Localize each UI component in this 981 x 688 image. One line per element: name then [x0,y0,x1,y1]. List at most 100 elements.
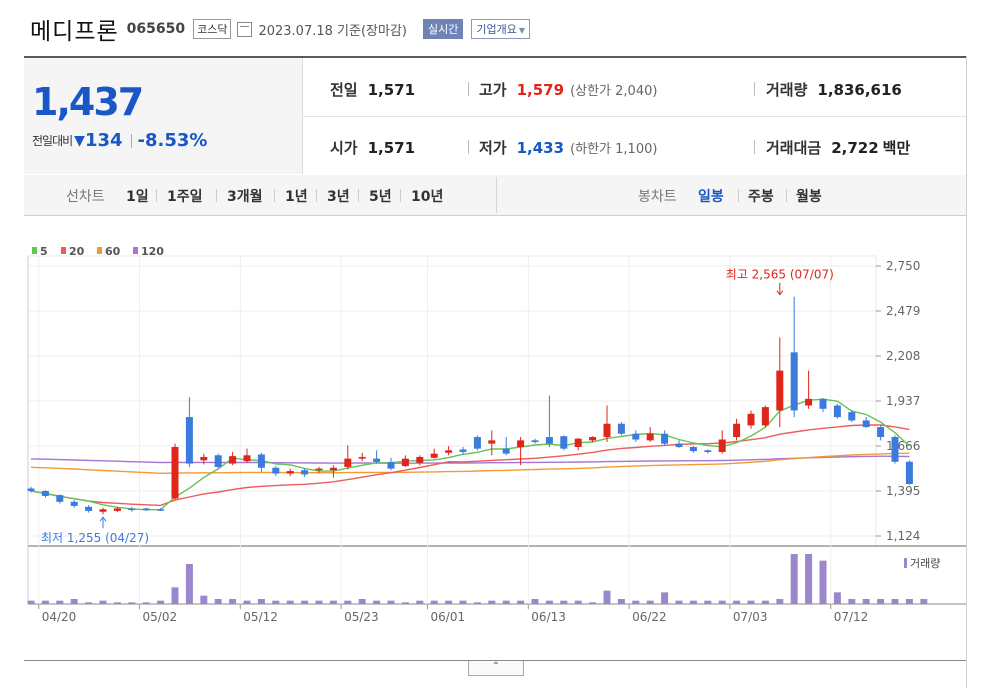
volume-bar [488,600,496,604]
candle-body [27,488,35,491]
volume-bar [603,590,611,604]
volume-bar [113,602,121,604]
candle-body [373,458,381,462]
x-tick-label: 04/20 [42,610,77,624]
ma5-line [30,398,910,511]
change-row: 전일대비 ▼ 134 -8.53% [32,130,207,151]
volume-bar [704,600,712,604]
volume-bar [142,602,150,604]
candle-body [445,450,453,453]
volume-bar [344,600,352,604]
candle-body [531,440,539,443]
candle-body [617,423,625,434]
candle-body [257,454,265,468]
volume-bar [315,600,323,604]
candle-body [358,456,366,459]
volume-bar [920,599,928,604]
tab-monthly[interactable]: 월봉 [796,189,822,205]
low-annotation: 최저 1,255 (04/27) [41,531,149,545]
candle-body [747,413,755,426]
legend-label: 20 [69,245,85,258]
candle-body [891,437,899,462]
candle-body [603,423,611,438]
high-value: 1,579 [516,81,565,99]
candle-body [401,458,409,467]
high-cell: 고가 1,579 (상한가 2,040) [479,79,657,100]
open-value: 1,571 [367,139,416,157]
candle-body [56,495,64,502]
tab-weekly[interactable]: 주봉 [748,189,774,205]
tab-1day[interactable]: 1일 [126,189,149,205]
candle-body [790,352,798,411]
lower-limit: (하한가 1,100) [570,142,658,157]
volume-bar [790,554,798,604]
volume-bar [157,600,165,604]
divider [468,82,469,96]
volume-bar [632,600,640,604]
tab-10year[interactable]: 10년 [411,189,444,205]
volume-bar [675,600,683,604]
candle-body [99,509,107,512]
volume-bar [718,600,726,604]
tab-daily[interactable]: 일봉 [698,189,724,205]
market-badge: 코스닥 [193,19,232,39]
upper-limit: (상한가 2,040) [570,84,658,99]
prev-close-value: 1,571 [367,81,416,99]
volume-cell: 거래량 1,836,616 [766,79,902,100]
volume-bar [531,599,539,604]
volume-legend-swatch [904,558,907,568]
tab-1year[interactable]: 1년 [285,189,308,205]
volume-bar [286,600,294,604]
volume-bar [747,600,755,604]
prev-close-label: 전일 [330,81,358,99]
tab-5year[interactable]: 5년 [369,189,392,205]
volume-bar [128,602,136,604]
realtime-button[interactable]: 실시간 [422,19,464,39]
amount-cell: 거래대금 2,722 백만 [766,137,910,158]
candle-body [517,440,525,447]
company-overview-label: 기업개요 [476,23,517,36]
x-tick-label: 05/02 [143,610,178,624]
legend-swatch [61,247,66,254]
candle-body [819,398,827,409]
volume-bar [761,600,769,604]
volume-bar [387,600,395,604]
candle-body [416,456,424,463]
candle-body [272,467,280,474]
volume-bar [171,587,179,604]
x-tick-label: 06/13 [531,610,566,624]
candle-body [387,461,395,469]
open-cell: 시가 1,571 [330,137,415,158]
volume-bar [416,600,424,604]
volume-bar [329,600,337,604]
candle-body [805,398,813,406]
candle-body [329,467,337,471]
chevron-up-icon: ⌃ [491,661,501,672]
tab-1week[interactable]: 1주일 [167,189,203,205]
change-value: 134 [84,130,123,151]
volume-bar [56,600,64,604]
volume-bar [445,600,453,604]
quote-panel: 1,437 전일대비 ▼ 134 -8.53% 전일 1,571 고가 1,57… [24,56,966,177]
volume-bar [733,600,741,604]
collapse-toggle[interactable]: ⌃ [468,661,524,676]
candle-body [589,437,597,441]
x-tick-label: 07/12 [834,610,869,624]
divider [786,189,787,202]
chart-frame: 2,750 2,479 2,208 1,937 1,666 1,395 1,124 04/20… [24,216,966,661]
volume-legend-label: 거래량 [910,557,940,570]
volume-bar [848,599,856,604]
tab-3month[interactable]: 3개월 [227,189,263,205]
volume-label: 거래량 [766,81,808,99]
x-tick-label: 06/01 [431,610,466,624]
tab-3year[interactable]: 3년 [327,189,350,205]
calendar-icon [237,21,253,37]
company-overview-dropdown[interactable]: 기업개요 ▼ [471,19,530,39]
down-triangle-icon: ▼ [74,132,85,149]
candle-body [905,461,913,485]
divider [468,140,469,154]
ma20-line [30,424,910,507]
amount-unit: 백만 [882,139,911,157]
divider [496,177,497,213]
candle-body [560,436,568,449]
